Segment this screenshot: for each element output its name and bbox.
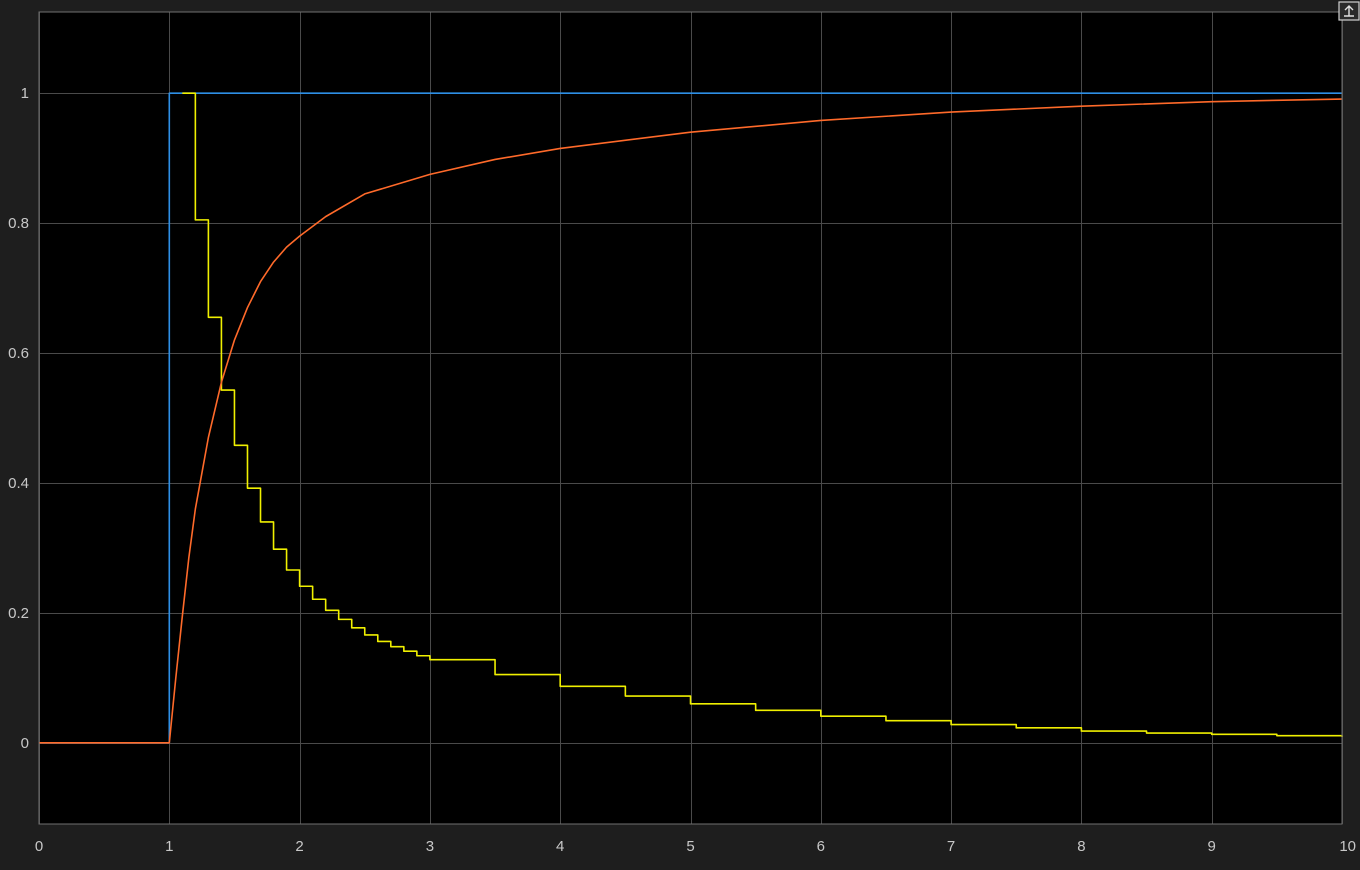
y-tick-label: 1 xyxy=(21,85,29,102)
x-tick-label: 4 xyxy=(556,838,564,855)
series-layer xyxy=(39,92,1343,744)
x-tick-label: 10 xyxy=(1339,838,1356,855)
y-tick-label: 0.6 xyxy=(8,345,29,362)
y-tick-label: 0.4 xyxy=(8,475,29,492)
y-tick-label: 0.8 xyxy=(8,215,29,232)
y-axis-tick-labels: 0 0.2 0.4 0.6 0.8 1 xyxy=(8,85,29,752)
y-tick-label: 0 xyxy=(21,735,29,752)
x-tick-label: 2 xyxy=(295,838,303,855)
x-tick-label: 1 xyxy=(165,838,173,855)
y-tick-label: 0.2 xyxy=(8,605,29,622)
x-tick-label: 8 xyxy=(1077,838,1085,855)
x-tick-label: 3 xyxy=(426,838,434,855)
x-tick-label: 9 xyxy=(1208,838,1216,855)
x-tick-label: 0 xyxy=(35,838,43,855)
x-tick-label: 7 xyxy=(947,838,955,855)
x-tick-label: 6 xyxy=(817,838,825,855)
series-line-3 xyxy=(39,98,1343,744)
plot-area[interactable] xyxy=(38,11,1343,825)
x-axis-tick-labels: 0 1 2 3 4 5 6 7 8 9 10 xyxy=(35,838,1356,855)
plot-border xyxy=(38,11,1343,825)
series-line-2 xyxy=(182,92,1343,737)
restore-axes-icon[interactable] xyxy=(1338,1,1360,21)
x-tick-label: 5 xyxy=(686,838,694,855)
